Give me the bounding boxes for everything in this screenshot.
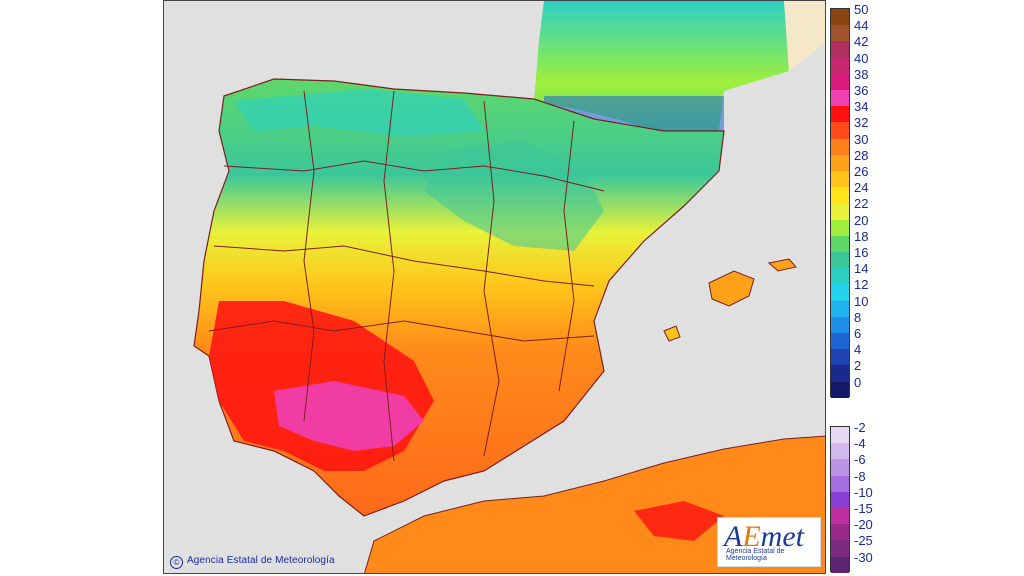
legend-swatch bbox=[831, 459, 849, 476]
legend-label: 0 bbox=[854, 374, 862, 390]
legend-upper-scale bbox=[830, 8, 850, 398]
legend-label: 38 bbox=[854, 66, 869, 82]
legend-swatch bbox=[831, 365, 849, 382]
legend-swatch bbox=[831, 154, 849, 171]
legend-label: 26 bbox=[854, 164, 869, 179]
legend-swatch bbox=[831, 540, 849, 557]
legend-swatch bbox=[831, 25, 849, 42]
legend-label: 36 bbox=[854, 83, 869, 98]
iberia-land bbox=[193, 78, 725, 517]
legend-swatch bbox=[831, 57, 849, 74]
legend-swatch bbox=[831, 349, 849, 366]
legend-swatch bbox=[831, 300, 849, 317]
aemet-logo: AEmet Agencia Estatal de Meteorología bbox=[717, 517, 821, 567]
legend-label: 34 bbox=[854, 99, 869, 115]
legend-label: 50 bbox=[854, 2, 869, 17]
legend-label: 8 bbox=[854, 309, 862, 325]
legend-swatch bbox=[831, 475, 849, 492]
legend-label: -30 bbox=[854, 549, 873, 565]
north-africa-hot-patch bbox=[634, 501, 724, 541]
legend-swatch bbox=[831, 9, 849, 26]
cantabrian-cool-zone bbox=[234, 89, 484, 136]
ibiza bbox=[663, 325, 681, 342]
legend-label: 12 bbox=[854, 277, 869, 293]
map-canvas bbox=[193, 1, 825, 573]
legend-label: 14 bbox=[854, 261, 869, 277]
legend-label: 16 bbox=[854, 245, 869, 260]
legend-swatch bbox=[831, 381, 849, 398]
legend-swatch bbox=[831, 427, 849, 444]
legend-swatch bbox=[831, 556, 849, 573]
mallorca bbox=[708, 270, 755, 307]
guadalquivir-hot-zone bbox=[274, 381, 424, 451]
legend-swatch bbox=[831, 122, 849, 139]
legend-label: 18 bbox=[854, 228, 869, 244]
legend-label: -20 bbox=[854, 517, 873, 533]
legend-swatch bbox=[831, 138, 849, 155]
legend-label: -25 bbox=[854, 533, 873, 549]
legend-swatch bbox=[831, 268, 849, 285]
copyright-icon: © bbox=[170, 556, 183, 569]
legend-label: 20 bbox=[854, 212, 869, 228]
legend-swatch bbox=[831, 219, 849, 236]
legend-swatch bbox=[831, 333, 849, 350]
legend-swatch bbox=[831, 90, 849, 107]
legend-swatch bbox=[831, 203, 849, 220]
legend-swatch bbox=[831, 41, 849, 58]
temperature-legend: 50 44 42 40 38 36 34 32 30 28 26 24 22 20 18 16 14 12 10 8 6… bbox=[830, 3, 878, 573]
legend-label: -15 bbox=[854, 501, 873, 516]
legend-label: 30 bbox=[854, 131, 869, 147]
legend-lower-scale bbox=[830, 426, 850, 573]
temperature-map: © Agencia Estatal de Meteorología AEmet A… bbox=[163, 0, 826, 574]
legend-label: 44 bbox=[854, 18, 869, 34]
legend-label: 32 bbox=[854, 115, 869, 131]
alps-region bbox=[784, 1, 825, 71]
legend-swatch bbox=[831, 316, 849, 333]
pyrenees-band bbox=[544, 96, 724, 139]
legend-label: -4 bbox=[854, 436, 866, 452]
legend-label: 28 bbox=[854, 147, 869, 163]
legend-label: 24 bbox=[854, 180, 869, 196]
legend-label: 40 bbox=[854, 50, 869, 66]
copyright-text: Agencia Estatal de Meteorología bbox=[187, 555, 335, 566]
menorca bbox=[767, 258, 797, 272]
province-borders bbox=[208, 90, 605, 462]
legend-label: 4 bbox=[854, 342, 862, 358]
legend-label: 10 bbox=[854, 293, 869, 309]
legend-label: 22 bbox=[854, 196, 869, 212]
legend-swatch bbox=[831, 171, 849, 188]
legend-swatch bbox=[831, 252, 849, 269]
legend-label: 6 bbox=[854, 326, 862, 341]
logo-wordmark: AEmet bbox=[724, 520, 804, 553]
legend-swatch bbox=[831, 187, 849, 204]
legend-swatch bbox=[831, 508, 849, 525]
legend-swatch bbox=[831, 284, 849, 301]
central-cool-zone bbox=[424, 141, 604, 251]
legend-swatch bbox=[831, 491, 849, 508]
legend-swatch bbox=[831, 443, 849, 460]
legend-swatch bbox=[831, 235, 849, 252]
legend-label: -2 bbox=[854, 420, 866, 435]
north-africa-land bbox=[364, 435, 825, 573]
copyright-notice: © Agencia Estatal de Meteorología bbox=[170, 555, 335, 569]
legend-label: 42 bbox=[854, 34, 869, 50]
legend-swatch bbox=[831, 524, 849, 541]
logo-subtitle: Agencia Estatal de Meteorología bbox=[726, 548, 785, 562]
legend-label: 2 bbox=[854, 358, 862, 374]
legend-swatch bbox=[831, 73, 849, 90]
legend-label: -6 bbox=[854, 452, 866, 468]
legend-swatch bbox=[831, 106, 849, 123]
legend-label: -8 bbox=[854, 468, 866, 484]
legend-label: -10 bbox=[854, 484, 873, 500]
